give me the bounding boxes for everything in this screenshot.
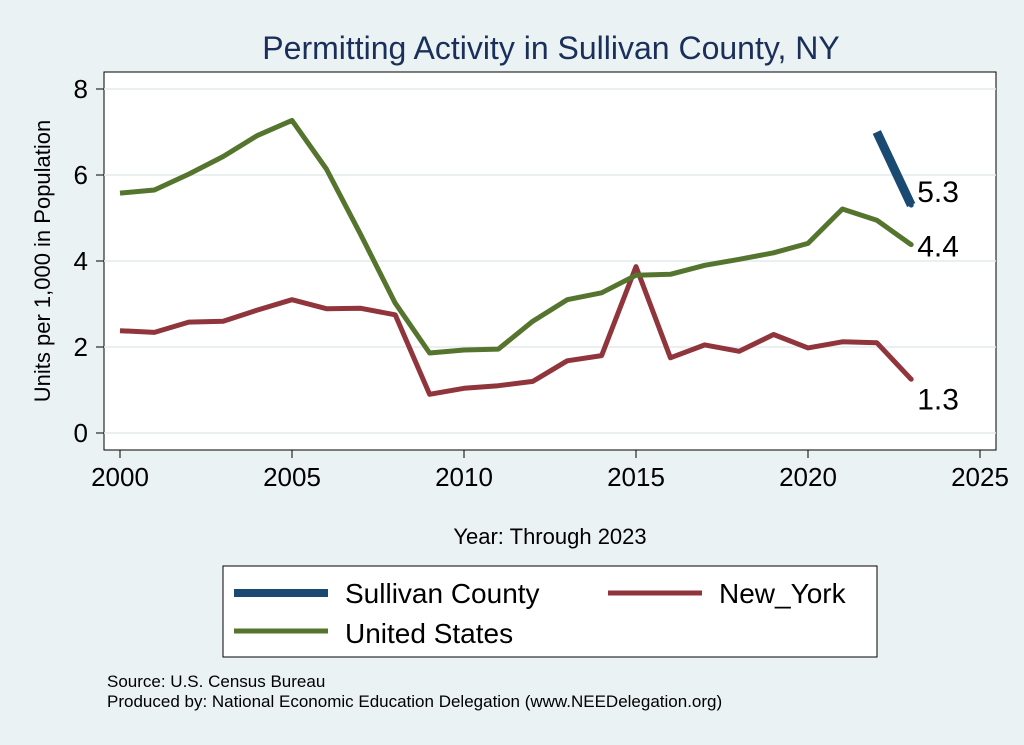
x-tick-label: 2025	[951, 462, 1009, 492]
y-tick-label: 2	[74, 332, 88, 362]
y-axis-label: Units per 1,000 in Population	[30, 120, 55, 403]
x-axis: 2000 2005 2010 2015 2020 2025	[91, 450, 1009, 492]
y-tick-label: 8	[74, 74, 88, 104]
end-marker-new-york	[908, 376, 914, 382]
producer-note: Produced by: National Economic Education…	[107, 692, 723, 711]
x-tick-label: 2000	[91, 462, 149, 492]
y-tick-label: 4	[74, 246, 88, 276]
series-line-united-states	[119, 117, 913, 356]
y-tick-label: 0	[74, 418, 88, 448]
chart-title: Permitting Activity in Sullivan County, …	[262, 30, 839, 66]
end-label-sullivan-county: 5.3	[917, 176, 959, 209]
x-tick-label: 2020	[779, 462, 837, 492]
legend-item-new-york: New_York	[608, 578, 847, 609]
legend-item-united-states: United States	[234, 618, 513, 649]
series-line-new-york	[119, 264, 914, 397]
legend	[222, 565, 878, 658]
legend-label-sullivan-county: Sullivan County	[345, 578, 540, 609]
y-axis: 0 2 4 6 8	[74, 74, 104, 448]
x-tick-label: 2015	[607, 462, 665, 492]
x-axis-label: Year: Through 2023	[453, 524, 646, 549]
legend-label-united-states: United States	[345, 618, 513, 649]
source-note: Source: U.S. Census Bureau	[107, 672, 326, 691]
x-tick-label: 2005	[263, 462, 321, 492]
y-tick-label: 6	[74, 160, 88, 190]
end-label-united-states: 4.4	[917, 231, 959, 264]
end-marker-sullivan-county	[908, 202, 914, 208]
x-tick-label: 2010	[435, 462, 493, 492]
end-labels: 5.3 1.3 4.4	[908, 176, 959, 416]
series-line-sullivan-county	[872, 130, 916, 208]
gridlines	[104, 88, 996, 434]
legend-label-new-york: New_York	[719, 578, 847, 609]
series-lines	[119, 117, 916, 397]
legend-item-sullivan-county: Sullivan County	[234, 578, 540, 609]
end-label-new-york: 1.3	[917, 383, 959, 416]
end-marker-united-states	[908, 242, 914, 248]
